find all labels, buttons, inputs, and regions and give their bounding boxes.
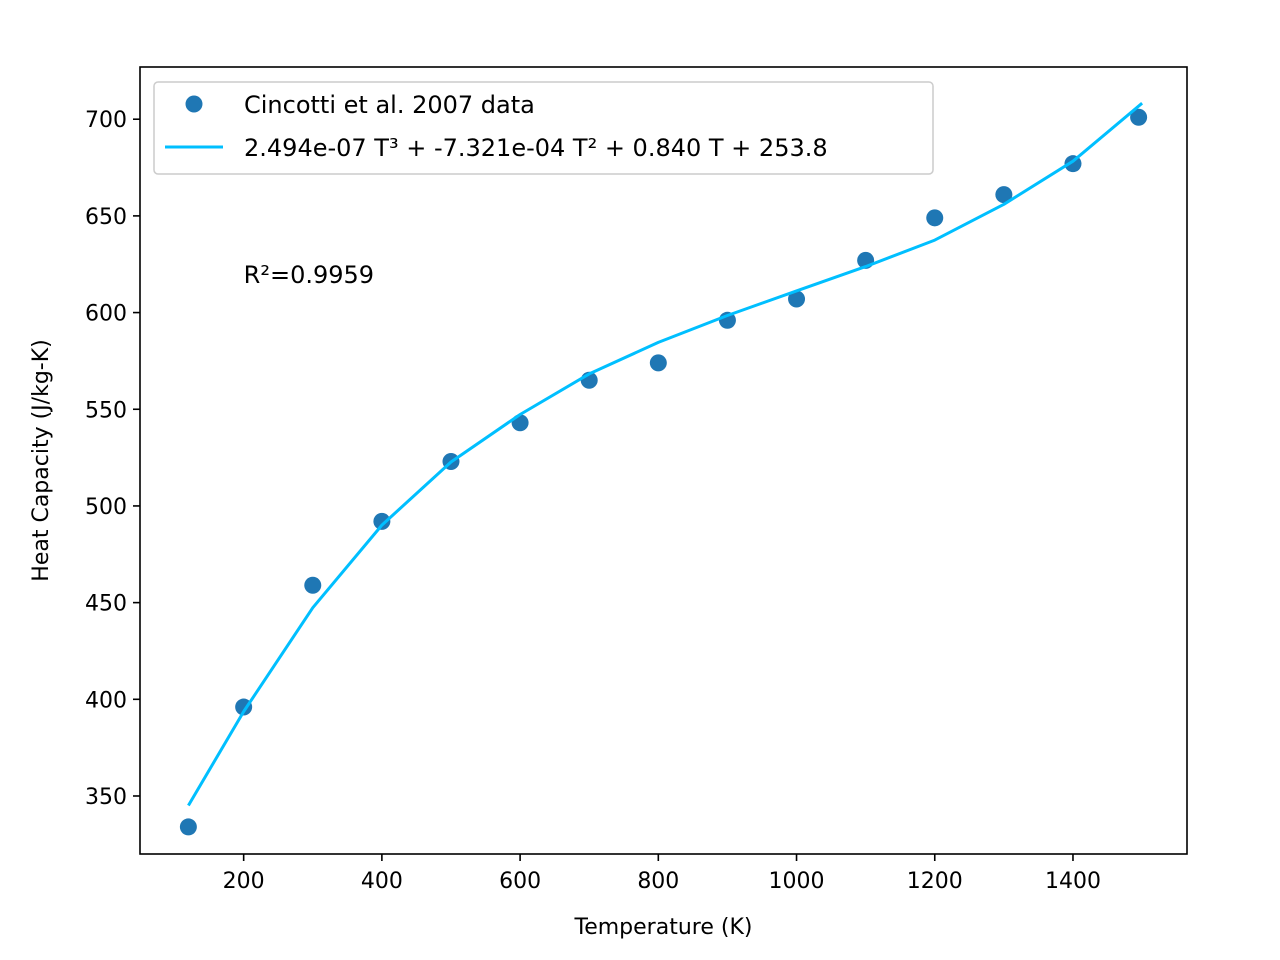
legend-scatter-label: Cincotti et al. 2007 data <box>244 91 535 119</box>
data-point <box>788 290 806 308</box>
x-tick-label: 1200 <box>907 869 963 894</box>
fit-curve-line <box>187 102 1144 807</box>
x-tick-label: 400 <box>361 869 403 894</box>
y-tick-label: 350 <box>85 785 127 810</box>
x-tick-label: 1000 <box>769 869 825 894</box>
y-tick-label: 650 <box>85 205 127 230</box>
data-point <box>304 576 322 594</box>
y-tick-label: 500 <box>85 495 127 520</box>
y-tick-label: 550 <box>85 398 127 423</box>
plot-frame <box>139 66 1188 855</box>
r-squared-annotation: R²=0.9959 <box>244 261 374 289</box>
x-tick-label: 200 <box>223 869 265 894</box>
data-point <box>179 818 197 836</box>
legend-line-label: 2.494e-07 T³ + -7.321e-04 T² + 0.840 T +… <box>244 134 828 162</box>
x-axis-label: Temperature (K) <box>574 915 753 940</box>
data-point <box>649 354 667 372</box>
y-axis-label: Heat Capacity (J/kg-K) <box>29 339 54 581</box>
x-tick-label: 1400 <box>1045 869 1101 894</box>
y-tick-label: 700 <box>85 108 127 133</box>
data-point <box>1130 108 1148 126</box>
y-tick-label: 450 <box>85 592 127 617</box>
y-tick-label: 600 <box>85 302 127 327</box>
data-point <box>995 186 1013 204</box>
data-point <box>373 512 391 530</box>
x-tick-label: 600 <box>499 869 541 894</box>
y-tick-label: 400 <box>85 688 127 713</box>
legend-scatter-marker <box>185 95 203 113</box>
legend: Cincotti et al. 2007 data 2.494e-07 T³ +… <box>153 81 934 175</box>
data-point <box>926 209 944 227</box>
x-tick-label: 800 <box>637 869 679 894</box>
legend-box <box>153 81 934 175</box>
